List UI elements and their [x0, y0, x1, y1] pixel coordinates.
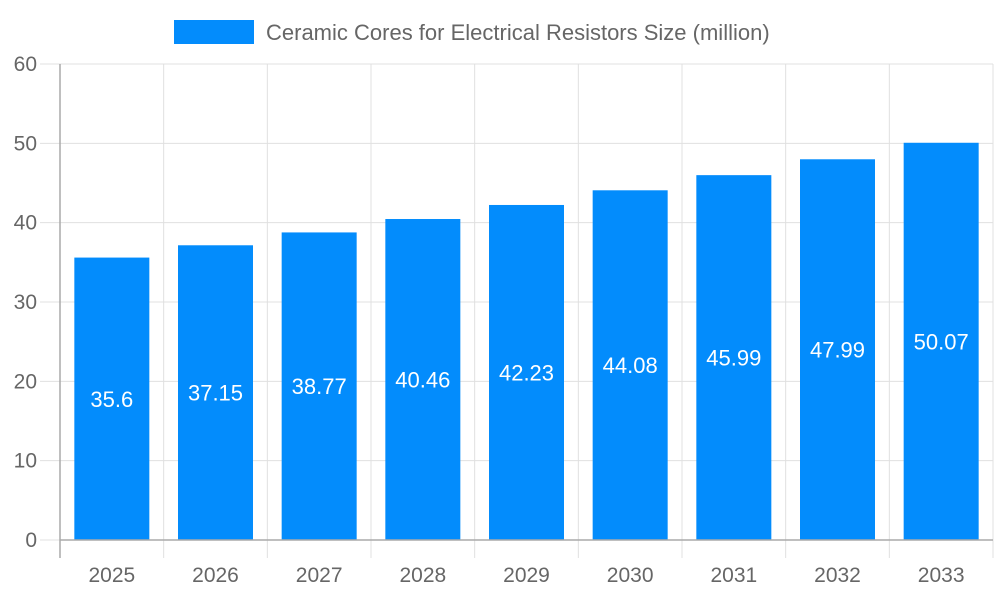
data-label: 47.99: [810, 338, 865, 363]
bar: [696, 175, 772, 540]
bar: [281, 232, 357, 540]
bar: [489, 204, 564, 540]
bar: [800, 159, 875, 540]
x-tick-label: 2031: [710, 564, 757, 587]
y-tick-label: 20: [14, 370, 37, 393]
y-tick-label: 10: [14, 450, 37, 473]
x-tick-label: 2033: [918, 564, 965, 587]
y-tick-label: 60: [14, 53, 37, 76]
x-tick-label: 2027: [296, 564, 343, 587]
y-tick-label: 40: [14, 212, 37, 235]
data-label: 38.77: [292, 374, 347, 399]
bar: [592, 190, 668, 541]
data-label: 45.99: [706, 346, 761, 371]
bar: [74, 257, 150, 540]
legend-swatch: [174, 20, 254, 44]
x-tick-label: 2030: [607, 564, 654, 587]
data-label: 35.6: [90, 387, 133, 412]
data-label: 37.15: [188, 381, 243, 406]
x-tick-label: 2025: [88, 564, 135, 587]
data-label: 50.07: [914, 329, 969, 354]
bar: [178, 245, 253, 540]
x-tick-label: 2028: [399, 564, 446, 587]
x-tick-label: 2029: [503, 564, 550, 587]
data-label: 42.23: [499, 360, 554, 385]
y-tick-label: 0: [25, 529, 37, 552]
bar: [903, 142, 979, 540]
y-tick-label: 50: [14, 132, 37, 155]
legend-label: Ceramic Cores for Electrical Resistors S…: [266, 20, 770, 45]
bar: [385, 219, 461, 540]
x-tick-label: 2026: [192, 564, 239, 587]
x-tick-label: 2032: [814, 564, 861, 587]
data-label: 40.46: [395, 368, 450, 393]
bars: 35.6 37.15 38.77 40.46 42.23 44.08 45.99 47.99 5…: [74, 142, 979, 541]
data-label: 44.08: [603, 353, 658, 378]
y-tick-label: 30: [14, 291, 37, 314]
legend[interactable]: Ceramic Cores for Electrical Resistors S…: [174, 20, 770, 45]
